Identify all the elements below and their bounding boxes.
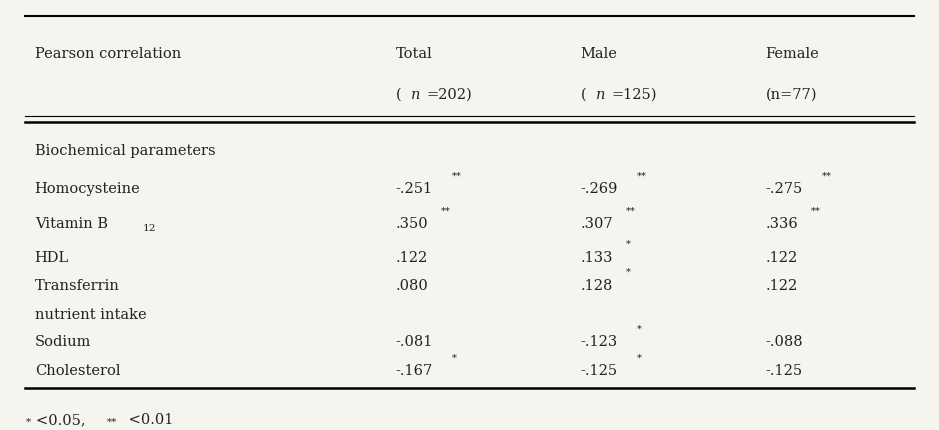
Text: .122: .122 (765, 250, 798, 264)
Text: <0.05,: <0.05, (36, 412, 95, 426)
Text: *: * (637, 353, 641, 362)
Text: =202): =202) (426, 88, 471, 101)
Text: -.251: -.251 (395, 182, 433, 196)
Text: **: ** (107, 417, 117, 426)
Text: **: ** (626, 206, 636, 215)
Text: Total: Total (395, 47, 432, 61)
Text: *: * (637, 324, 641, 333)
Text: .080: .080 (395, 278, 428, 292)
Text: Pearson correlation: Pearson correlation (35, 47, 181, 61)
Text: -.275: -.275 (765, 182, 803, 196)
Text: -.123: -.123 (580, 335, 618, 349)
Text: Male: Male (580, 47, 617, 61)
Text: Vitamin B: Vitamin B (35, 217, 108, 230)
Text: n: n (411, 88, 421, 101)
Text: **: ** (637, 171, 646, 180)
Text: *: * (452, 353, 456, 362)
Text: nutrient intake: nutrient intake (35, 307, 146, 321)
Text: .128: .128 (580, 278, 613, 292)
Text: Female: Female (765, 47, 820, 61)
Text: **: ** (822, 171, 831, 180)
Text: Homocysteine: Homocysteine (35, 182, 141, 196)
Text: -.167: -.167 (395, 363, 433, 378)
Text: .350: .350 (395, 217, 428, 230)
Text: (: ( (580, 88, 586, 101)
Text: **: ** (440, 206, 451, 215)
Text: -.125: -.125 (580, 363, 618, 378)
Text: n: n (596, 88, 606, 101)
Text: .133: .133 (580, 250, 613, 264)
Text: *: * (25, 417, 31, 426)
Text: =125): =125) (611, 88, 656, 101)
Text: (n=77): (n=77) (765, 88, 817, 101)
Text: -.269: -.269 (580, 182, 618, 196)
Text: .122: .122 (395, 250, 428, 264)
Text: -.125: -.125 (765, 363, 803, 378)
Text: .307: .307 (580, 217, 613, 230)
Text: <0.01: <0.01 (125, 412, 174, 426)
Text: 12: 12 (143, 224, 157, 233)
Text: **: ** (811, 206, 821, 215)
Text: Cholesterol: Cholesterol (35, 363, 120, 378)
Text: *: * (626, 267, 631, 276)
Text: **: ** (452, 171, 461, 180)
Text: Transferrin: Transferrin (35, 278, 119, 292)
Text: -.081: -.081 (395, 335, 433, 349)
Text: -.088: -.088 (765, 335, 803, 349)
Text: Sodium: Sodium (35, 335, 91, 349)
Text: .336: .336 (765, 217, 798, 230)
Text: Biochemical parameters: Biochemical parameters (35, 144, 215, 157)
Text: .122: .122 (765, 278, 798, 292)
Text: (: ( (395, 88, 401, 101)
Text: *: * (626, 239, 631, 248)
Text: HDL: HDL (35, 250, 69, 264)
